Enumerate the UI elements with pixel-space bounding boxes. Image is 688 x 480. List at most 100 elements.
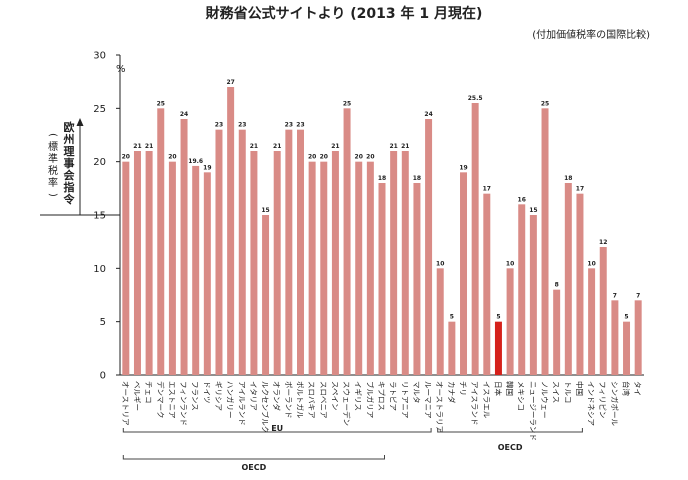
category-label: タイ (633, 381, 642, 396)
bar (145, 151, 153, 375)
category-label: ニュージーランド (528, 381, 537, 441)
category-label: マルタ (412, 381, 421, 404)
category-label: スペイン (330, 381, 339, 410)
value-label: 23 (296, 122, 304, 129)
bar (483, 193, 491, 375)
category-label: トルコ (563, 381, 572, 403)
bar (133, 151, 141, 375)
bar (297, 129, 304, 375)
bar (238, 129, 246, 375)
value-label: 5 (624, 314, 628, 321)
category-label: 韓国 (505, 381, 515, 396)
value-label: 21 (389, 143, 397, 150)
category-label: イスラエル (482, 381, 491, 419)
y-axis-sublabel-char: 標 (48, 140, 58, 153)
value-label: 10 (436, 260, 444, 267)
value-label: 10 (506, 260, 514, 267)
bars (122, 87, 642, 375)
category-label: ポルトガル (295, 381, 305, 419)
group-bracket (122, 455, 385, 460)
value-label: 18 (413, 175, 421, 182)
category-labels: オーストリア ベルギー チェコ デンマーク エストニア フィンランド フランス ドイツ ギリシア… (121, 381, 642, 441)
category-label: インドネシア (587, 381, 596, 426)
category-label: ポーランド (284, 381, 293, 419)
value-label: 25 (157, 100, 165, 107)
value-label: 25 (343, 100, 351, 107)
value-label: 7 (613, 292, 617, 299)
category-label: ドイツ (202, 381, 211, 404)
category-label: イギリス (354, 381, 363, 411)
value-label: 23 (215, 122, 223, 129)
category-label: ノルウェー (540, 381, 549, 419)
bar (541, 108, 549, 375)
bar (250, 151, 258, 375)
value-label: 8 (555, 282, 559, 289)
y-axis-label-char: 指 (64, 180, 75, 194)
category-label: キプロス (377, 381, 386, 411)
value-label: 24 (180, 111, 188, 118)
value-label: 12 (599, 239, 607, 246)
bar (448, 321, 456, 375)
category-label: ベルギー (132, 381, 141, 411)
bar (553, 289, 561, 375)
category-label: 日本 (493, 381, 503, 396)
value-label: 15 (529, 207, 537, 214)
category-label: フィンランド (179, 381, 188, 426)
value-label: 20 (320, 154, 328, 161)
bar (273, 151, 281, 375)
value-label: 10 (587, 260, 595, 267)
bar (366, 161, 374, 375)
category-label: スイス (552, 381, 561, 403)
y-axis-label-char: 会 (64, 168, 76, 182)
value-label: 23 (285, 122, 293, 129)
bar (378, 183, 386, 375)
category-label: リトアニア (400, 381, 409, 418)
category-label: ラトビア (389, 381, 398, 411)
y-tick-label: 10 (93, 264, 106, 275)
value-label: 20 (366, 154, 374, 161)
category-label: ブルガリア (365, 381, 375, 418)
group-label: OECD (498, 443, 523, 452)
value-label: 18 (378, 175, 386, 182)
category-label: アイルランド (237, 381, 246, 426)
bar (157, 108, 165, 375)
bar (599, 247, 607, 375)
bar (122, 161, 130, 375)
category-label: スロバキア (307, 381, 316, 419)
bar (588, 268, 596, 375)
chart-subtitle: (付加価値税率の国際比較) (532, 28, 650, 41)
category-label: チリ (459, 381, 468, 396)
y-axis-label-char: 事 (64, 156, 75, 170)
value-label: 21 (401, 143, 409, 150)
bar (529, 215, 537, 375)
category-label: ルーマニア (424, 381, 433, 419)
group-label: EU (271, 424, 283, 433)
value-label: 20 (122, 154, 130, 161)
bar (471, 103, 479, 375)
bar (413, 183, 421, 375)
value-label: 5 (496, 314, 500, 321)
category-label: アイスランド (470, 381, 479, 425)
bar (320, 161, 328, 375)
y-tick-labels: 0 5 10 15 20 25 30 (93, 51, 106, 382)
y-tick-label: 25 (93, 104, 106, 115)
value-label: 21 (273, 143, 281, 150)
value-label: 25.5 (468, 95, 483, 102)
y-axis-label-char: 州 (63, 133, 75, 146)
bar (168, 161, 176, 375)
category-label: ルクセンブルク (261, 381, 271, 433)
bar (308, 161, 316, 375)
value-label: 25 (541, 100, 549, 107)
value-label: 24 (424, 111, 432, 118)
y-tick-label: 0 (100, 371, 106, 382)
group-brackets: EU OECD OECD (122, 424, 583, 472)
y-axis-sublabel-char: 率 (48, 176, 58, 189)
value-label: 20 (308, 154, 316, 161)
arrow-head (76, 118, 84, 126)
category-label: オランダ (272, 381, 282, 411)
category-label: イタリア (249, 381, 258, 411)
value-label: 7 (636, 292, 640, 299)
bar (355, 161, 363, 375)
bar (262, 215, 270, 375)
